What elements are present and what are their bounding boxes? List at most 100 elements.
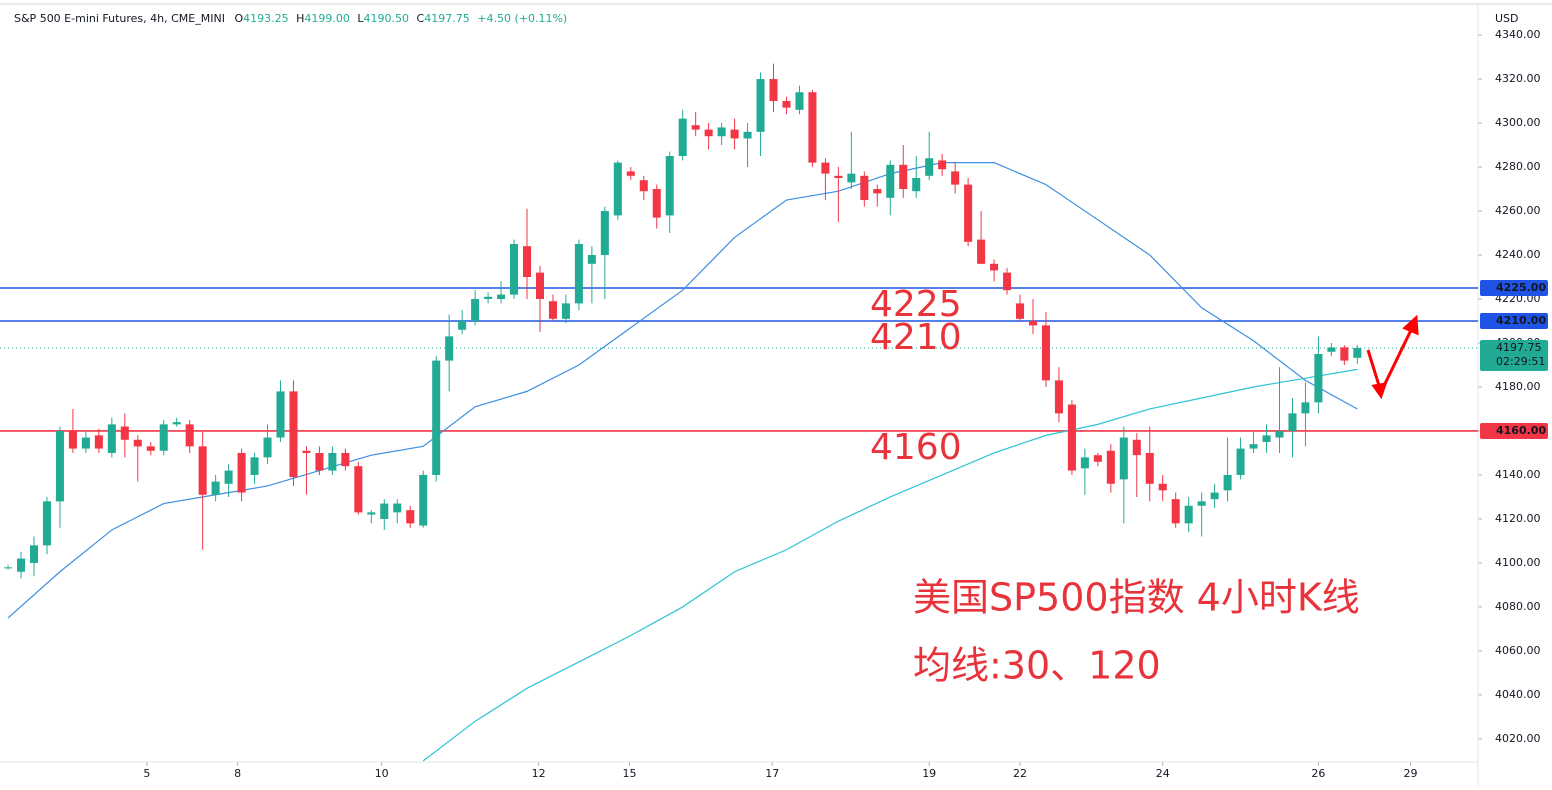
candle-body <box>510 244 519 295</box>
candle-body <box>587 255 596 264</box>
candle-body <box>29 545 39 563</box>
candle-body <box>1003 272 1012 291</box>
x-tick-label: 10 <box>375 767 389 780</box>
header: S&P 500 E-mini Futures, 4h, CME_MINI O41… <box>14 12 567 25</box>
candle-body <box>263 437 272 458</box>
candle-body <box>652 189 661 218</box>
y-tick-label: 4060.00 <box>1495 644 1541 657</box>
candle-body <box>821 162 830 174</box>
candle-body <box>730 129 739 139</box>
candle-body <box>159 424 168 451</box>
y-tick-label: 4320.00 <box>1495 72 1541 85</box>
y-tick-label: 4340.00 <box>1495 28 1541 41</box>
candle-body <box>315 452 324 471</box>
ohlc-key: O <box>234 12 243 25</box>
candle-body <box>198 446 207 495</box>
axes: 4020.00 4040.00 4060.00 4080.00 4100.00 4120.… <box>143 28 1548 780</box>
candle-body <box>1275 430 1284 438</box>
candle-body <box>860 175 869 201</box>
x-tick-label: 26 <box>1311 767 1325 780</box>
candle-body <box>990 263 999 271</box>
arrow-head <box>1371 382 1388 400</box>
candle-body <box>276 391 285 438</box>
candle-body <box>185 424 194 447</box>
price-label: 4210.00 <box>1496 314 1546 327</box>
candle-body <box>613 162 622 216</box>
x-tick-label: 22 <box>1013 767 1027 780</box>
candle-body <box>951 171 960 185</box>
candle-body <box>1041 325 1050 381</box>
candle-body <box>1249 444 1258 449</box>
candle-body <box>678 118 687 157</box>
candle-body <box>1132 439 1141 456</box>
price-label-box <box>1480 422 1548 439</box>
candle-body <box>1327 347 1336 352</box>
change: +4.50 (+0.11%) <box>477 12 567 25</box>
candle-body <box>484 296 493 299</box>
y-tick-label: 4140.00 <box>1495 468 1541 481</box>
candle-body <box>250 457 259 475</box>
candle-body <box>769 79 778 102</box>
x-tick-label: 12 <box>532 767 546 780</box>
ohlc-value: 4199.00 <box>304 12 350 25</box>
candle-body <box>1080 457 1089 469</box>
candle-body <box>16 558 26 572</box>
candle-body <box>224 470 233 484</box>
y-tick-label: 4040.00 <box>1495 688 1541 701</box>
candle-body <box>328 452 337 471</box>
caption: 均线:30、120 <box>913 644 1161 688</box>
candle-body <box>172 422 181 425</box>
last-price-label: 4197.75 <box>1496 341 1542 354</box>
candle-body <box>107 424 116 453</box>
candle-body <box>1210 492 1219 500</box>
candle-body <box>211 481 220 495</box>
moving-average <box>422 368 1358 762</box>
candle-body <box>795 92 804 110</box>
x-tick-label: 15 <box>622 767 636 780</box>
candle-body <box>146 446 155 451</box>
candle-body <box>535 272 545 299</box>
candle-body <box>639 180 648 192</box>
price-label-box <box>1480 280 1548 297</box>
currency: USD <box>1495 12 1519 25</box>
caption: 美国SP500指数 4小时K线 <box>913 576 1360 620</box>
x-tick-label: 8 <box>234 767 241 780</box>
x-tick-label: 19 <box>922 767 936 780</box>
candle-body <box>94 435 103 449</box>
candle-body <box>354 466 363 513</box>
candle-body <box>938 160 947 170</box>
y-tick-label: 4240.00 <box>1495 248 1541 261</box>
candle-body <box>406 510 415 524</box>
last-price-box <box>1480 339 1548 371</box>
candle-body <box>432 360 441 475</box>
candle-body <box>808 92 817 163</box>
candle-body <box>782 101 791 108</box>
candle-body <box>289 391 298 478</box>
candle-body <box>1314 353 1323 403</box>
annotation: 4210 <box>870 317 962 358</box>
candle-body <box>120 426 129 440</box>
candle-body <box>1028 320 1038 326</box>
candle-body <box>380 503 389 519</box>
moving-average <box>7 162 1358 619</box>
candle-body <box>68 430 77 449</box>
y-tick-label: 4120.00 <box>1495 512 1541 525</box>
candle-body <box>743 131 752 139</box>
ohlc-value: 4193.25 <box>243 12 289 25</box>
ohlc-key: H <box>296 12 304 25</box>
y-tick-label: 4180.00 <box>1495 380 1541 393</box>
candle-body <box>847 173 856 183</box>
candle-body <box>1353 347 1362 358</box>
price-label: 4225.00 <box>1496 281 1546 294</box>
candle-body <box>1197 501 1206 506</box>
candle-body <box>912 178 921 192</box>
candle-body <box>81 437 90 449</box>
y-tick-label: 4260.00 <box>1495 204 1541 217</box>
candle-body <box>302 450 311 453</box>
candle-body <box>977 239 986 264</box>
candle-body <box>42 501 51 546</box>
candle-body <box>1067 404 1076 471</box>
